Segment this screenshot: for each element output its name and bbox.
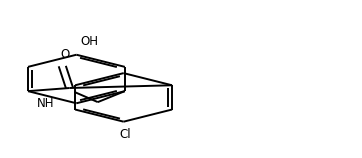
Text: O: O bbox=[60, 48, 70, 61]
Text: OH: OH bbox=[80, 35, 98, 49]
Text: NH: NH bbox=[37, 97, 54, 110]
Text: Cl: Cl bbox=[119, 128, 131, 141]
